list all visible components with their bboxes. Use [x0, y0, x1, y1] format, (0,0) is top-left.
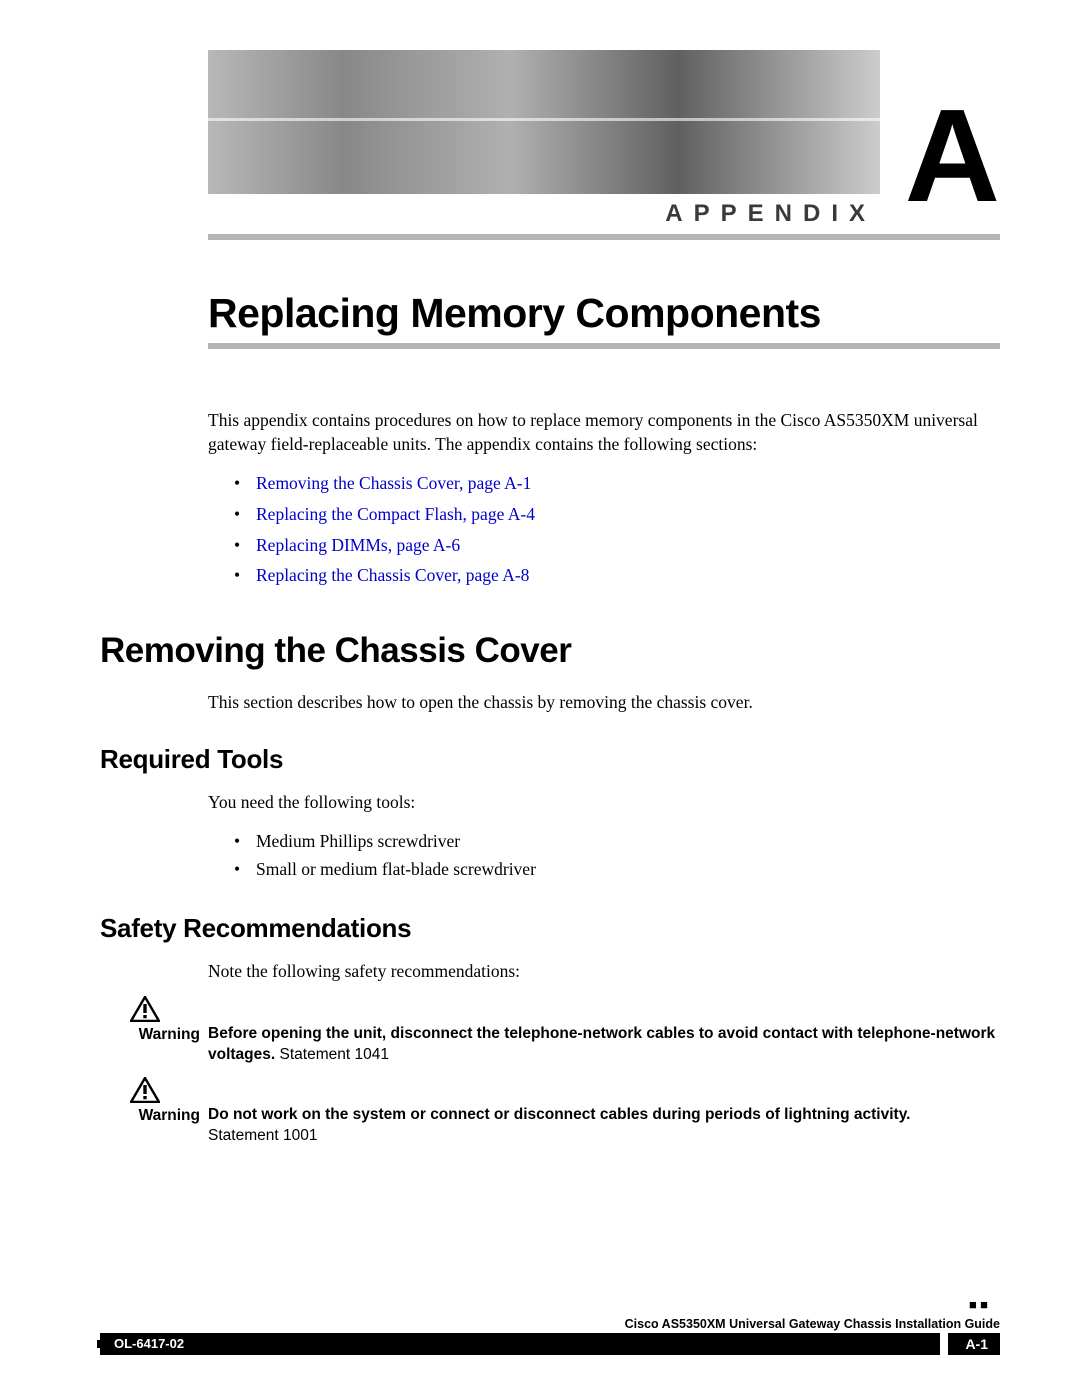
warning-icon — [130, 1077, 160, 1103]
tools-lead: You need the following tools: — [208, 791, 1000, 815]
appendix-banner: APPENDIX A — [208, 50, 1000, 230]
section-text: This section describes how to open the c… — [208, 691, 1000, 715]
tools-list: Medium Phillips screwdriver Small or med… — [234, 827, 1000, 883]
appendix-letter: A — [905, 90, 1000, 222]
footer-doc-id: OL-6417-02 — [114, 1333, 184, 1355]
tool-item: Medium Phillips screwdriver — [234, 827, 1000, 855]
warning-block: Warning Before opening the unit, disconn… — [100, 996, 1000, 1066]
intro-paragraph: This appendix contains procedures on how… — [208, 409, 1000, 456]
footer-bar: OL-6417-02 A-1 — [100, 1333, 1000, 1355]
appendix-label: APPENDIX — [665, 200, 876, 228]
warning-icon — [130, 996, 160, 1022]
toc-link[interactable]: Replacing the Chassis Cover, page A-8 — [256, 565, 529, 585]
page-title: Replacing Memory Components — [208, 290, 1000, 337]
subsection-safety: Safety Recommendations — [100, 913, 1000, 944]
warning-text: Before opening the unit, disconnect the … — [208, 996, 1000, 1066]
toc-link[interactable]: Removing the Chassis Cover, page A-1 — [256, 473, 531, 493]
toc-link[interactable]: Replacing DIMMs, page A-6 — [256, 535, 460, 555]
footer-dots: ■ ■ — [969, 1297, 988, 1313]
toc-link[interactable]: Replacing the Compact Flash, page A-4 — [256, 504, 535, 524]
title-underline — [208, 343, 1000, 349]
section-heading-removing: Removing the Chassis Cover — [100, 631, 1000, 671]
safety-lead: Note the following safety recommendation… — [208, 960, 1000, 984]
banner-photo-placeholder — [208, 50, 880, 194]
subsection-required-tools: Required Tools — [100, 744, 1000, 775]
tool-item: Small or medium flat-blade screwdriver — [234, 855, 1000, 883]
warning-text: Do not work on the system or connect or … — [208, 1077, 1000, 1147]
banner-underline — [208, 234, 1000, 240]
banner-horizon-line — [208, 118, 880, 121]
warning-label: Warning — [139, 1026, 208, 1044]
page-footer: ■ ■ Cisco AS5350XM Universal Gateway Cha… — [100, 1317, 1000, 1355]
warning-block: Warning Do not work on the system or con… — [100, 1077, 1000, 1147]
warning-label: Warning — [139, 1107, 208, 1125]
footer-guide-title: Cisco AS5350XM Universal Gateway Chassis… — [100, 1317, 1000, 1331]
footer-page-number: A-1 — [953, 1333, 1000, 1355]
toc-link-list: Removing the Chassis Cover, page A-1 Rep… — [234, 468, 1000, 591]
